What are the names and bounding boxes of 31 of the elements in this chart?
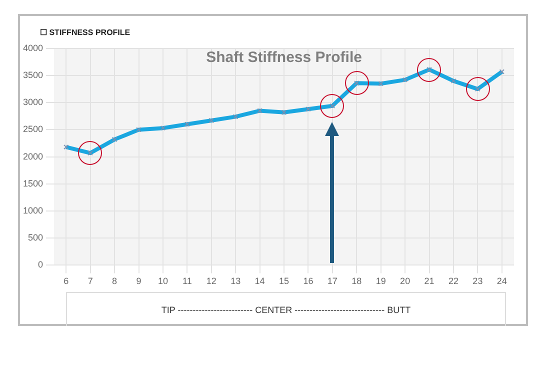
x-tick-label: 8 xyxy=(112,276,118,286)
y-tick-label: 1500 xyxy=(22,178,44,188)
y-tick-label: 4000 xyxy=(22,42,44,53)
x-tick-label: 21 xyxy=(424,276,434,286)
x-tick-label: 24 xyxy=(496,276,507,286)
x-tick-label: 9 xyxy=(136,276,142,286)
x-tick-label: 23 xyxy=(472,276,483,286)
x-tick-label: 20 xyxy=(400,276,410,286)
x-tick-label: 14 xyxy=(254,276,265,286)
y-tick-label: 3000 xyxy=(22,97,44,108)
x-tick-label: 12 xyxy=(206,276,216,286)
y-tick-label: 2000 xyxy=(22,151,44,162)
x-tick-label: 10 xyxy=(158,276,168,286)
x-tick-label: 7 xyxy=(88,276,93,286)
x-tick-label: 17 xyxy=(327,276,338,286)
y-tick-label: 500 xyxy=(28,232,44,243)
x-tick-label: 11 xyxy=(182,276,192,286)
x-tick-label: 19 xyxy=(376,276,386,286)
text: TIP ------------------------- CENTER ------------------------------ BUTT xyxy=(66,292,506,326)
y-tick-label: 3500 xyxy=(22,70,44,80)
x-tick-label: 18 xyxy=(352,276,362,286)
chart-title: Shaft Stiffness Profile xyxy=(206,49,362,66)
text: ☐ STIFFNESS PROFILE xyxy=(40,28,130,37)
x-tick-label: 13 xyxy=(230,276,241,286)
y-tick-label: 0 xyxy=(38,260,44,270)
y-tick-label: 1000 xyxy=(22,205,44,216)
x-tick-label: 22 xyxy=(448,276,458,286)
x-tick-label: 16 xyxy=(303,276,314,286)
y-tick-label: 2500 xyxy=(22,124,44,134)
x-tick-label: 15 xyxy=(279,276,290,286)
x-tick-label: 6 xyxy=(64,276,69,286)
